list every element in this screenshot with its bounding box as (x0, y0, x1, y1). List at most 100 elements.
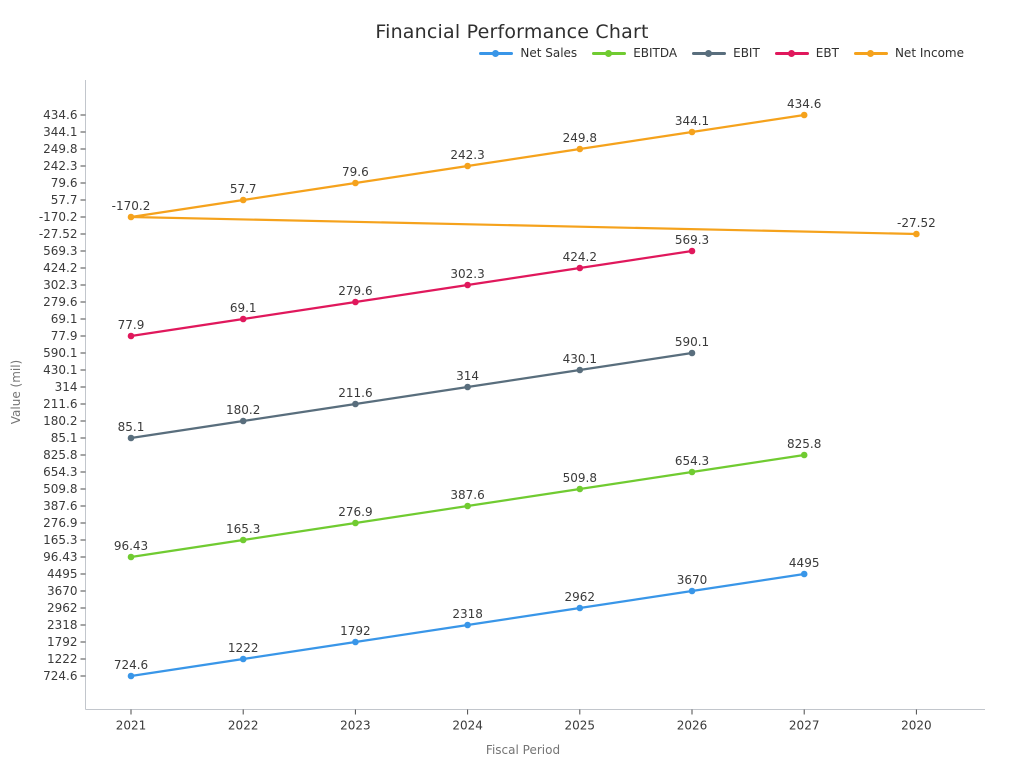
x-axis-title: Fiscal Period (485, 743, 561, 757)
x-tick-label: 2020 (901, 719, 932, 733)
series-line-net-income (129, 113, 918, 236)
x-tick-label: 2024 (452, 719, 483, 733)
y-tick-label: 302.3 (43, 278, 77, 292)
data-point-label: 387.6 (450, 488, 484, 502)
data-point-label: 1222 (228, 641, 259, 655)
legend-line-dot-icon (479, 49, 514, 58)
data-point-marker-ebt (576, 264, 584, 272)
x-tick-label: 2026 (677, 719, 708, 733)
data-point-label: 825.8 (787, 437, 821, 451)
y-tick-label: 79.6 (51, 176, 78, 190)
legend-item-ebit: EBIT (692, 46, 760, 60)
data-point-label: 85.1 (118, 420, 145, 434)
data-point-marker-ebitda (800, 451, 808, 459)
data-point-label: 249.8 (563, 131, 597, 145)
data-point-label: 654.3 (675, 454, 709, 468)
series-line-ebit (129, 351, 694, 440)
y-tick-label: 85.1 (51, 431, 78, 445)
data-point-marker-net-sales (576, 604, 584, 612)
data-point-marker-net-income (576, 145, 584, 153)
data-point-label: 4495 (789, 556, 820, 570)
data-point-label: 302.3 (450, 267, 484, 281)
y-tick-label: 242.3 (43, 159, 77, 173)
data-point-label: 79.6 (342, 165, 369, 179)
x-tick-label: 2022 (228, 719, 259, 733)
y-tick-label: 430.1 (43, 363, 77, 377)
data-point-label: 2318 (452, 607, 483, 621)
y-tick-label: 314 (55, 380, 78, 394)
y-tick-label: 57.7 (51, 193, 78, 207)
data-point-label: -27.52 (897, 216, 936, 230)
legend-line-dot-icon (853, 49, 888, 58)
data-point-label: 279.6 (338, 284, 372, 298)
y-tick-label: 180.2 (43, 414, 77, 428)
data-point-marker-net-income (688, 128, 696, 136)
y-tick-label: 77.9 (51, 329, 78, 343)
y-tick-label: 387.6 (43, 499, 77, 513)
y-tick-label: 4495 (47, 567, 78, 581)
y-tick-label: 69.1 (51, 312, 78, 326)
data-point-marker-ebit (352, 400, 359, 408)
data-point-marker-ebit (239, 417, 247, 425)
data-point-label: 57.7 (230, 182, 257, 196)
data-point-marker-ebitda (127, 553, 135, 561)
data-point-marker-net-income (800, 111, 808, 119)
series-line-ebt (129, 249, 694, 338)
data-point-marker-net-income (352, 179, 359, 187)
legend-item-ebt: EBT (774, 46, 839, 60)
data-point-label: 242.3 (450, 148, 484, 162)
data-point-marker-ebt (239, 315, 247, 323)
data-point-label: 211.6 (338, 386, 372, 400)
legend-label: EBIT (733, 46, 760, 60)
legend-item-net-income: Net Income (853, 46, 964, 60)
data-point-label: 430.1 (563, 352, 597, 366)
y-tick-label: 654.3 (43, 465, 77, 479)
data-point-marker-net-income (239, 196, 247, 204)
y-tick-label: -27.52 (39, 227, 78, 241)
data-point-label: 96.43 (114, 539, 148, 553)
y-tick-label: 249.8 (43, 142, 77, 156)
data-point-label: 3670 (677, 573, 708, 587)
data-point-marker-ebt (127, 332, 135, 340)
y-tick-label: 276.9 (43, 516, 77, 530)
y-tick-label: 344.1 (43, 125, 77, 139)
y-axis-title: Value (mil) (9, 359, 23, 425)
y-tick-label: 3670 (47, 584, 78, 598)
legend-label: EBT (815, 46, 839, 60)
y-tick-label: 509.8 (43, 482, 77, 496)
data-point-label: 590.1 (675, 335, 709, 349)
data-point-label: 69.1 (230, 301, 257, 315)
x-tick-label: 2027 (789, 719, 820, 733)
x-tick-label: 2021 (116, 719, 147, 733)
data-point-marker-ebitda (239, 536, 247, 544)
y-tick-label: 165.3 (43, 533, 77, 547)
y-tick-label: 724.6 (43, 669, 77, 683)
data-point-label: 344.1 (675, 114, 709, 128)
data-point-label: 2962 (565, 590, 596, 604)
legend-line-dot-icon (692, 49, 727, 58)
y-tick-label: 96.43 (43, 550, 77, 564)
y-tick-label: 211.6 (43, 397, 77, 411)
data-point-marker-net-sales (688, 587, 696, 595)
data-point-label: 77.9 (118, 318, 145, 332)
data-point-marker-ebitda (464, 502, 471, 510)
y-tick-label: 1792 (47, 635, 78, 649)
data-point-marker-net-income (127, 213, 135, 221)
x-tick-label: 2023 (340, 719, 371, 733)
data-point-label: 1792 (340, 624, 371, 638)
data-point-marker-net-sales (239, 655, 247, 663)
data-point-label: -170.2 (112, 199, 151, 213)
data-point-marker-ebit (464, 383, 471, 391)
legend-item-ebitda: EBITDA (592, 46, 677, 60)
data-point-marker-net-income (464, 162, 471, 170)
data-point-label: 724.6 (114, 658, 148, 672)
data-point-label: 276.9 (338, 505, 372, 519)
y-tick-label: 2318 (47, 618, 78, 632)
y-tick-label: 2962 (47, 601, 78, 615)
y-tick-label: -170.2 (39, 210, 78, 224)
data-point-marker-net-sales (464, 621, 471, 629)
data-point-label: 180.2 (226, 403, 260, 417)
data-point-marker-ebitda (576, 485, 584, 493)
